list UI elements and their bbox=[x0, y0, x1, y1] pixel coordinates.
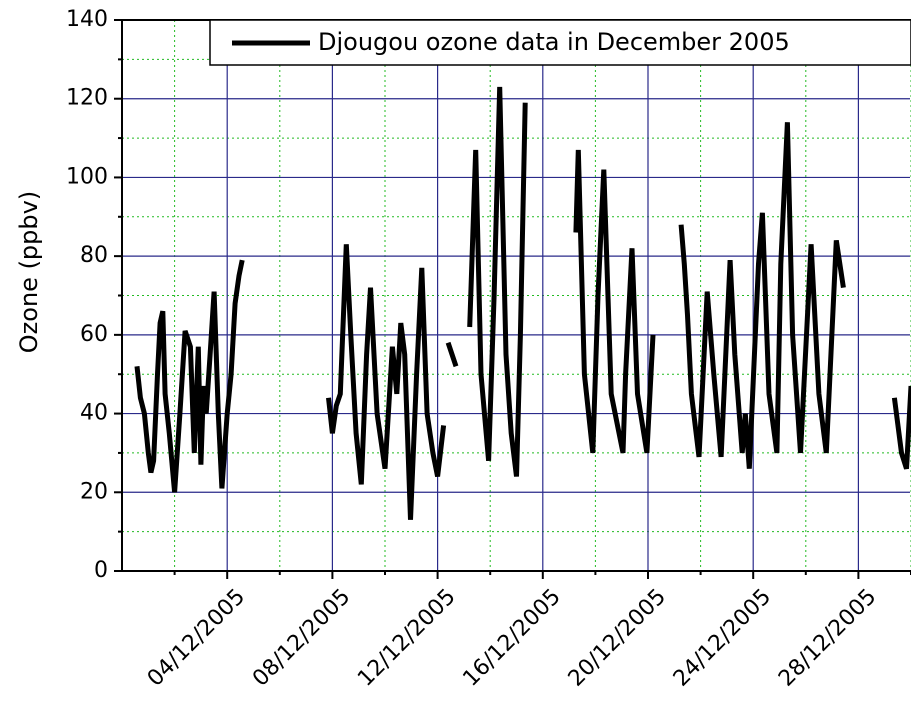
y-tick-label: 20 bbox=[80, 479, 108, 504]
x-tick-label: 04/12/2005 bbox=[143, 584, 250, 691]
x-tick-label: 24/12/2005 bbox=[669, 584, 776, 691]
y-tick-label: 100 bbox=[66, 164, 108, 189]
plot-area bbox=[134, 86, 911, 520]
x-tick-label: 08/12/2005 bbox=[248, 584, 355, 691]
y-tick-label: 80 bbox=[80, 243, 108, 268]
y-tick-label: 140 bbox=[66, 7, 108, 32]
legend-label: Djougou ozone data in December 2005 bbox=[318, 28, 790, 56]
x-tick-label: 16/12/2005 bbox=[458, 584, 565, 691]
y-tick-label: 60 bbox=[80, 322, 108, 347]
x-tick-label: 12/12/2005 bbox=[353, 584, 460, 691]
data-line bbox=[134, 86, 911, 520]
y-axis-label: Ozone (ppbv) bbox=[15, 191, 43, 353]
x-tick-label: 20/12/2005 bbox=[564, 584, 671, 691]
x-tick-label: 28/12/2005 bbox=[774, 584, 881, 691]
y-tick-label: 0 bbox=[94, 558, 108, 583]
y-tick-label: 120 bbox=[66, 86, 108, 111]
legend-box bbox=[209, 19, 911, 66]
y-tick-label: 40 bbox=[80, 401, 108, 426]
